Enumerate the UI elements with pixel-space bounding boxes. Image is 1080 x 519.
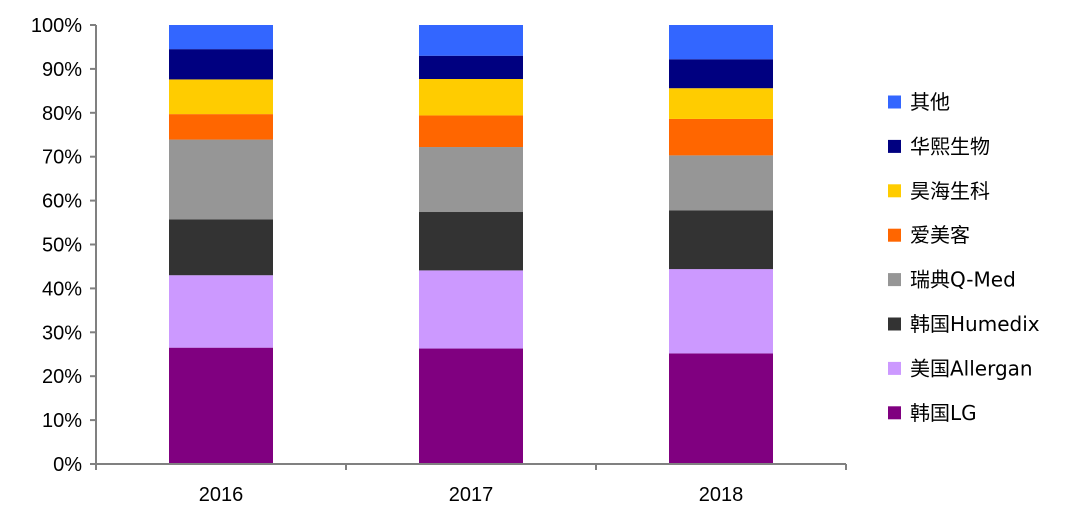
bar-segment-2017-瑞典q-med [419, 147, 523, 213]
y-tick-label: 80% [42, 103, 82, 125]
bar-segment-2018-韩国lg [669, 353, 773, 464]
y-tick-label: 30% [42, 322, 82, 344]
x-tick-label: 2016 [199, 484, 244, 506]
bar-segment-2017-华熙生物 [419, 55, 523, 79]
bar-segment-2016-华熙生物 [169, 49, 273, 80]
legend-label-韩国humedix: 韩国Humedix [910, 312, 1040, 336]
bar-segment-2017-韩国humedix [419, 212, 523, 271]
bar-segment-2018-韩国humedix [669, 210, 773, 270]
x-tick-label: 2017 [449, 484, 494, 506]
bar-segment-2016-美国allergan [169, 275, 273, 348]
legend-swatch-爱美客 [888, 228, 901, 242]
bar-segment-2016-其他 [169, 25, 273, 50]
y-tick-label: 20% [42, 366, 82, 388]
bar-segment-2016-瑞典q-med [169, 139, 273, 220]
legend-label-昊海生科: 昊海生科 [910, 179, 990, 203]
legend-swatch-瑞典q-med [888, 273, 901, 287]
bar-segment-2017-爱美客 [419, 115, 523, 148]
legend-label-美国allergan: 美国Allergan [910, 356, 1033, 380]
x-tick-label: 2018 [699, 484, 744, 506]
y-tick-label: 10% [42, 410, 82, 432]
y-tick-label: 70% [42, 147, 82, 169]
legend-swatch-美国allergan [888, 361, 901, 375]
bar-segment-2017-美国allergan [419, 270, 523, 349]
bar-segment-2018-瑞典q-med [669, 155, 773, 211]
legend-label-瑞典q-med: 瑞典Q-Med [910, 268, 1016, 292]
y-tick-label: 90% [42, 59, 82, 81]
y-tick-label: 50% [42, 235, 82, 257]
bar-segment-2018-昊海生科 [669, 88, 773, 119]
legend-swatch-韩国humedix [888, 317, 901, 331]
bar-segment-2018-美国allergan [669, 269, 773, 354]
y-tick-label: 60% [42, 191, 82, 213]
legend-swatch-昊海生科 [888, 184, 901, 198]
legend-swatch-其他 [888, 95, 901, 109]
bar-segment-2016-昊海生科 [169, 79, 273, 115]
bars-layer [169, 25, 773, 464]
legend-swatch-华熙生物 [888, 139, 901, 153]
bar-segment-2017-其他 [419, 25, 523, 56]
bar-segment-2016-爱美客 [169, 114, 273, 140]
legend-label-爱美客: 爱美客 [910, 223, 970, 247]
bar-segment-2017-韩国lg [419, 348, 523, 464]
y-tick-label: 100% [31, 15, 82, 37]
legend-label-华熙生物: 华熙生物 [910, 134, 990, 158]
y-tick-label: 0% [53, 454, 82, 476]
legend-label-韩国lg: 韩国LG [910, 401, 977, 425]
legend-label-其他: 其他 [910, 90, 950, 114]
bar-segment-2018-华熙生物 [669, 59, 773, 89]
legend-swatch-韩国lg [888, 406, 901, 420]
bar-segment-2017-昊海生科 [419, 79, 523, 116]
y-tick-label: 40% [42, 278, 82, 300]
bar-segment-2018-其他 [669, 25, 773, 60]
bar-segment-2018-爱美客 [669, 118, 773, 156]
bar-segment-2016-韩国lg [169, 347, 273, 464]
axes-layer: 0% 10% 20% 30% 40% 50% 60% 70% 80% 90% 100% 2016 201… [31, 15, 847, 506]
bar-segment-2016-韩国humedix [169, 219, 273, 276]
